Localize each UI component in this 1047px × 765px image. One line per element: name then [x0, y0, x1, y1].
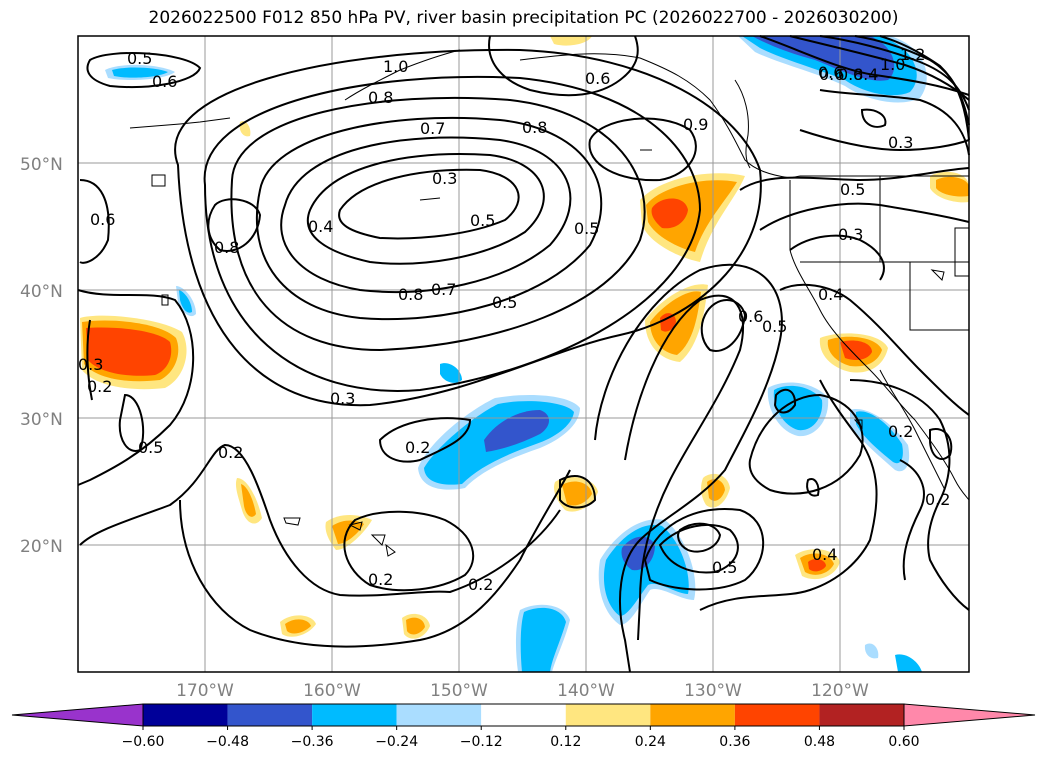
colorbar-tick-label: 0.12 — [550, 734, 581, 750]
clabel: 0.5 — [492, 293, 517, 312]
colorbar-tick-label: 0.48 — [804, 734, 835, 750]
colorbar-tick-label: −0.48 — [206, 734, 249, 750]
clabel: 0.3 — [330, 389, 355, 408]
clabel: 0.3 — [432, 169, 457, 188]
contour-labels: 0.5 0.6 1.0 0.8 0.7 0.8 0.6 0.9 0.3 0.4 … — [78, 45, 950, 594]
map-panel: 0.5 0.6 1.0 0.8 0.7 0.8 0.6 0.9 0.3 0.4 … — [77, 35, 970, 673]
colorbar-box — [565, 704, 651, 726]
colorbar-tick-label: −0.60 — [122, 734, 165, 750]
clabel: 1.0 — [383, 57, 408, 76]
colorbar-under-extension — [11, 703, 144, 727]
clabel: 0.6 — [818, 63, 843, 82]
clabel: 0.2 — [218, 443, 243, 462]
clabel: 0.4 — [818, 285, 843, 304]
colorbar-tick-label: −0.24 — [375, 734, 418, 750]
clabel: 0.3 — [78, 355, 103, 374]
precip-shading — [80, 36, 969, 672]
colorbar-ticks: −0.60 −0.48 −0.36 −0.24 −0.12 0.12 0.24 0.36 0.4… — [122, 726, 920, 750]
lon-label: 140°W — [557, 681, 615, 701]
clabel: 0.6 — [819, 65, 844, 84]
clabel: 0.5 — [127, 49, 152, 68]
colorbar-tick-label: −0.12 — [460, 734, 503, 750]
colorbar-box — [819, 704, 904, 726]
colorbar: −0.60 −0.48 −0.36 −0.24 −0.12 0.12 0.24 0.36 0.4… — [11, 703, 1036, 750]
lon-label: 170°W — [176, 681, 234, 701]
clabel: 0.2 — [368, 570, 393, 589]
lon-label: 120°W — [811, 681, 869, 701]
clabel: 0.7 — [420, 119, 445, 138]
clabel: 0.6 — [152, 72, 177, 91]
lat-label: 40°N — [20, 282, 63, 302]
lat-label: 20°N — [20, 537, 63, 557]
clabel: 0.9 — [683, 115, 708, 134]
coastlines — [129, 49, 970, 557]
colorbar-over-extension — [903, 703, 1036, 727]
longitude-labels: 170°W 160°W 150°W 140°W 130°W 120°W — [176, 681, 869, 701]
clabel: 1.2 — [900, 45, 925, 64]
clabel: 0.5 — [574, 219, 599, 238]
clabel: 0.5 — [840, 180, 865, 199]
clabel: 0.5 — [138, 438, 163, 457]
clabel: 0.2 — [468, 575, 493, 594]
clabel: 0.4 — [308, 217, 333, 236]
lon-label: 150°W — [430, 681, 488, 701]
colorbar-tick-label: 0.36 — [719, 734, 750, 750]
clabel: 0.8 — [398, 285, 423, 304]
clabel: 0.2 — [405, 438, 430, 457]
colorbar-box — [734, 704, 820, 726]
colorbar-box — [650, 704, 735, 726]
clabel: 0.5 — [762, 317, 787, 336]
clabel: 0.4 — [812, 545, 837, 564]
clabel: 1.0 — [880, 55, 905, 74]
clabel: 0.2 — [925, 490, 950, 509]
clabel: 0.2 — [87, 377, 112, 396]
pv-contours — [77, 35, 970, 673]
clabel: 0.3 — [888, 133, 913, 152]
clabel: 0.8 — [214, 238, 239, 257]
lon-label: 160°W — [303, 681, 361, 701]
clabel: 0.4 — [853, 65, 878, 84]
clabel: 0.8 — [838, 65, 863, 84]
clabel: 0.6 — [738, 307, 763, 326]
colorbar-box — [143, 704, 228, 726]
clabel: 0.5 — [712, 558, 737, 577]
lon-label: 130°W — [684, 681, 742, 701]
colorbar-tick-label: 0.60 — [888, 734, 919, 750]
clabel: 0.3 — [838, 225, 863, 244]
clabel: 0.8 — [522, 118, 547, 137]
map-frame — [77, 35, 970, 673]
map-title: 2026022500 F012 850 hPa PV, river basin … — [148, 8, 899, 28]
latitude-labels: 50°N 40°N 30°N 20°N — [20, 155, 63, 557]
colorbar-tick-label: −0.36 — [291, 734, 334, 750]
clabel: 0.8 — [368, 88, 393, 107]
colorbar-box — [227, 704, 313, 726]
lat-label: 50°N — [20, 155, 63, 175]
colorbar-box — [312, 704, 397, 726]
clabel: 0.7 — [431, 280, 456, 299]
clabel: 0.2 — [888, 422, 913, 441]
clabel: 0.5 — [470, 211, 495, 230]
colorbar-boxes — [11, 703, 1036, 727]
clabel: 0.6 — [585, 69, 610, 88]
clabel: 0.6 — [90, 210, 115, 229]
lat-label: 30°N — [20, 410, 63, 430]
colorbar-box — [481, 704, 566, 726]
colorbar-box — [396, 704, 482, 726]
colorbar-tick-label: 0.24 — [635, 734, 666, 750]
